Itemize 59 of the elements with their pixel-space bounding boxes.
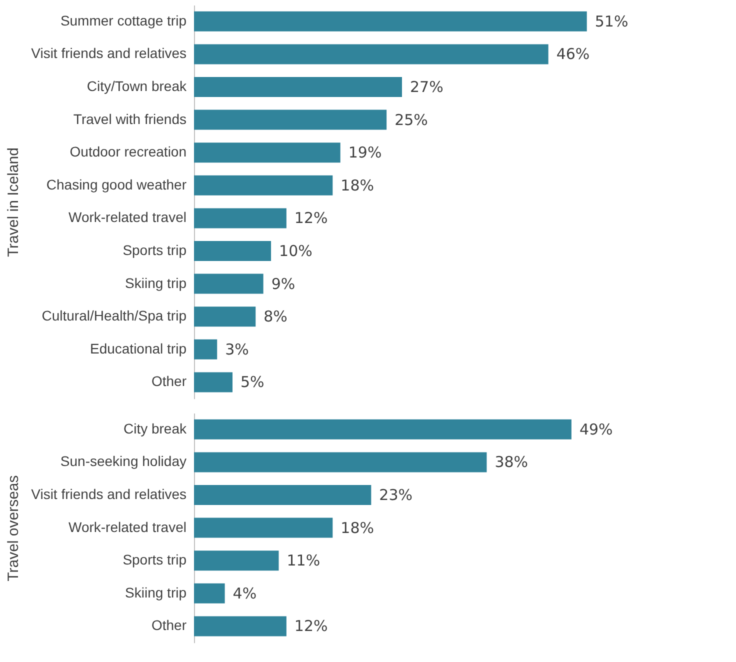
y-tick-label: Sports trip	[122, 242, 187, 258]
data-label: 3%	[225, 340, 249, 358]
bar	[194, 339, 218, 360]
y-tick-label: Outdoor recreation	[70, 144, 186, 160]
data-label: 46%	[556, 45, 590, 64]
data-label: 23%	[379, 486, 413, 504]
y-tick-label: Travel with friends	[73, 110, 186, 127]
data-label: 4%	[232, 584, 257, 602]
bar	[194, 419, 572, 440]
data-label: 49%	[579, 420, 613, 438]
data-label: 27%	[410, 78, 444, 96]
data-label: 18%	[340, 176, 374, 194]
bar	[194, 44, 548, 64]
data-label: 5%	[240, 373, 264, 392]
bar	[194, 452, 487, 472]
bar	[194, 142, 340, 163]
bar	[194, 616, 286, 636]
y-axis-title: Travel in Iceland	[5, 148, 22, 258]
bar	[194, 485, 372, 505]
y-tick-label: Sports trip	[122, 552, 187, 568]
data-label: 11%	[286, 552, 320, 570]
bar	[194, 77, 402, 97]
data-label: 8%	[264, 308, 288, 326]
y-tick-label: City break	[123, 420, 188, 436]
data-label: 19%	[348, 144, 382, 162]
bar	[194, 11, 587, 32]
bar	[194, 372, 233, 392]
bar	[194, 208, 286, 228]
bar	[194, 274, 264, 294]
data-label: 25%	[394, 110, 428, 129]
y-tick-label: Skiing trip	[125, 584, 187, 600]
bar	[194, 550, 279, 571]
y-tick-label: Work-related travel	[68, 518, 186, 535]
y-tick-label: Chasing good weather	[46, 176, 187, 192]
y-tick-label: Skiing trip	[125, 274, 187, 291]
y-tick-label: Sun-seeking holiday	[60, 453, 186, 470]
data-label: 51%	[594, 12, 628, 30]
y-tick-label: Visit friends and relatives	[31, 45, 186, 62]
bar	[194, 175, 333, 196]
y-tick-label: City/Town break	[86, 78, 188, 94]
y-tick-label: Visit friends and relatives	[31, 486, 186, 502]
bar	[194, 241, 272, 261]
y-tick-label: Other	[151, 373, 187, 390]
bar	[194, 518, 333, 538]
y-tick-label: Summer cottage trip	[60, 12, 187, 28]
data-label: 10%	[279, 242, 312, 260]
data-label: 38%	[494, 453, 528, 472]
y-axis-title: Travel overseas	[5, 475, 22, 582]
data-label: 12%	[294, 617, 328, 636]
bar	[194, 110, 387, 130]
y-tick-label: Cultural/Health/Spa trip	[42, 308, 187, 324]
data-label: 12%	[294, 209, 328, 228]
data-label: 18%	[340, 518, 374, 537]
bar	[194, 583, 225, 604]
data-label: 9%	[271, 274, 296, 293]
y-tick-label: Work-related travel	[68, 209, 186, 226]
bar	[194, 306, 256, 327]
y-tick-label: Other	[151, 617, 187, 634]
y-tick-label: Educational trip	[90, 340, 187, 356]
